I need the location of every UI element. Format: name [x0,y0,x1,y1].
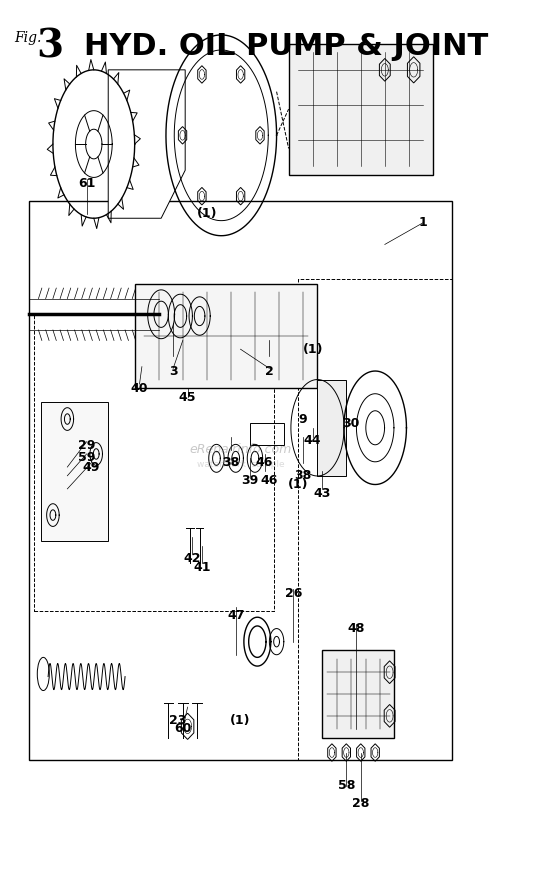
Text: (1): (1) [230,714,251,726]
Text: 44: 44 [304,435,321,447]
Text: Fig.: Fig. [15,31,42,45]
Text: 1: 1 [419,217,428,229]
Text: 3: 3 [36,28,63,66]
Bar [318,380,346,476]
Text: 30: 30 [342,417,360,430]
Text: 23: 23 [169,714,187,726]
Text: 3: 3 [169,365,178,377]
Text: (1): (1) [197,208,217,220]
Bar [250,423,284,445]
Bar [288,44,433,175]
Text: 60: 60 [174,723,192,735]
Text: 45: 45 [179,391,197,403]
Text: 47: 47 [227,609,245,622]
Text: 26: 26 [285,588,302,600]
Text: (1): (1) [288,478,308,491]
Text: 39: 39 [241,474,259,486]
Text: 38: 38 [222,457,240,469]
Bar [298,279,452,760]
Text: 48: 48 [347,622,365,635]
Text: HYD. OIL PUMP & JOINT: HYD. OIL PUMP & JOINT [84,32,488,61]
Text: (1): (1) [302,343,323,355]
Text: 41: 41 [193,561,211,574]
Text: 49: 49 [83,461,100,473]
Text: 40: 40 [131,382,149,395]
Text: 9: 9 [299,413,307,425]
Bar [41,402,108,541]
Text: 46: 46 [256,457,273,469]
Text: 59: 59 [78,451,95,464]
Text: 38: 38 [294,470,312,482]
Text: 61: 61 [78,177,95,189]
Text: watermark  sample: watermark sample [197,460,285,469]
Text: 42: 42 [184,553,201,565]
Polygon shape [108,70,185,218]
Bar [29,201,452,760]
Bar [134,284,318,388]
Bar [33,314,274,611]
Text: 28: 28 [352,797,369,809]
Text: eRepairinfo.com: eRepairinfo.com [190,443,292,456]
Text: 29: 29 [78,439,95,451]
Text: 2: 2 [265,365,274,377]
Bar [322,650,394,738]
Text: 58: 58 [338,780,355,792]
Text: 46: 46 [261,474,278,486]
Text: 43: 43 [314,487,331,499]
